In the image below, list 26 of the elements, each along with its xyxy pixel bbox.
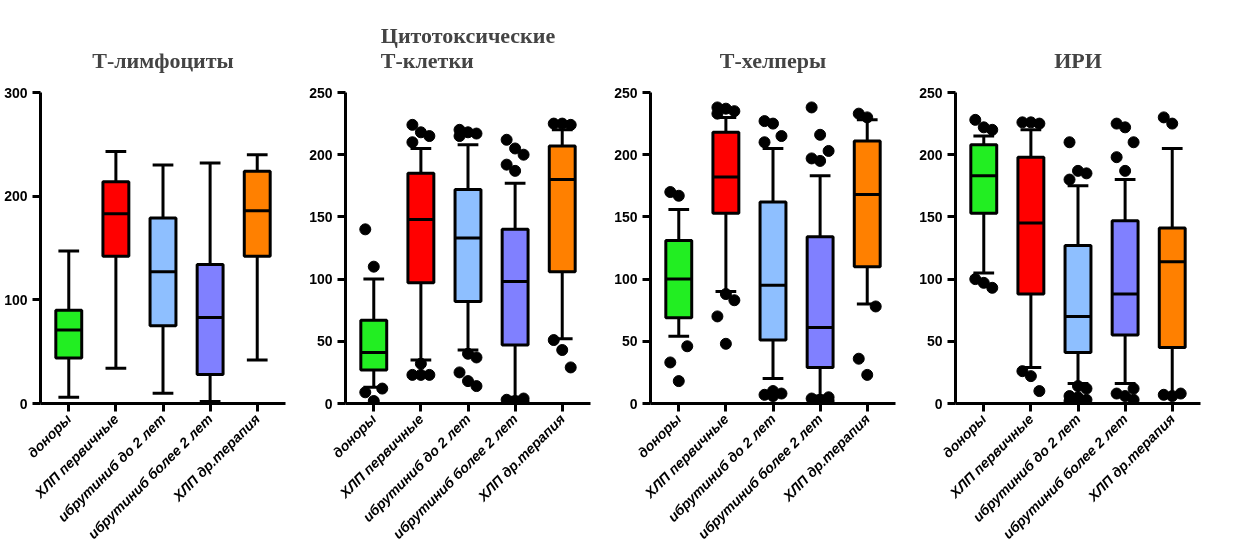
y-tick-label: 150 — [614, 208, 638, 225]
chart-title: ИРИ — [1054, 47, 1102, 73]
y-tick-label: 200 — [614, 146, 638, 163]
y-tick-label: 200 — [4, 188, 28, 205]
y-tick-label: 0 — [324, 395, 333, 412]
y-tick-label: 100 — [919, 271, 943, 288]
y-tick-label: 0 — [19, 395, 28, 412]
y-tick-label: 50 — [316, 333, 333, 350]
y-tick-label: 150 — [919, 208, 943, 225]
y-tick-label: 250 — [309, 84, 333, 101]
y-tick-label: 250 — [919, 84, 943, 101]
y-tick-label: 50 — [621, 333, 638, 350]
y-tick-label: 250 — [614, 84, 638, 101]
chart-title: Цитотоксические Т-клетки — [380, 22, 556, 73]
y-tick-label: 100 — [4, 291, 28, 308]
y-tick-label: 50 — [926, 333, 943, 350]
y-tick-label: 100 — [614, 271, 638, 288]
y-tick-label: 200 — [309, 146, 333, 163]
chart-title: Т-хелперы — [719, 47, 827, 73]
y-tick-label: 150 — [309, 208, 333, 225]
y-tick-label: 200 — [919, 146, 943, 163]
y-tick-label: 300 — [4, 84, 28, 101]
y-tick-label: 100 — [309, 271, 333, 288]
chart-title: Т-лимфоциты — [92, 47, 234, 73]
y-tick-label: 0 — [934, 395, 943, 412]
y-tick-label: 0 — [629, 395, 638, 412]
